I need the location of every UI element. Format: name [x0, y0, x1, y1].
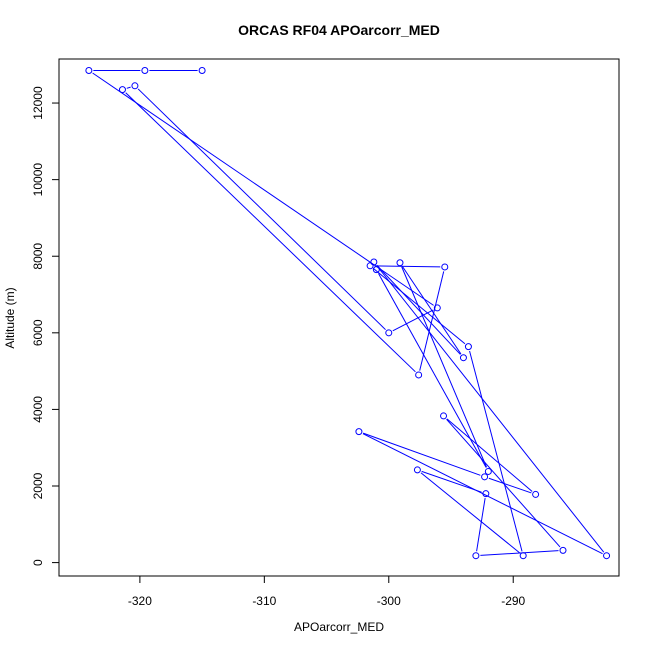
y-tick-label: 8000 — [31, 243, 45, 270]
x-axis: -320 -310 -300 -290 — [128, 575, 526, 608]
x-tick-label: -290 — [501, 594, 525, 608]
data-point — [131, 82, 139, 90]
x-tick-label: -320 — [128, 594, 152, 608]
data-point — [415, 371, 423, 379]
series-segment — [401, 266, 488, 468]
data-point — [441, 263, 449, 271]
series-group — [85, 66, 611, 560]
data-point — [464, 343, 472, 351]
data-point — [532, 490, 540, 498]
x-axis-label: APOarcorr_MED — [294, 620, 384, 634]
data-point — [118, 86, 126, 94]
data-point — [433, 304, 441, 312]
data-point — [484, 467, 492, 475]
y-tick-label: 0 — [31, 559, 45, 566]
data-point — [481, 473, 489, 481]
y-tick-label: 4000 — [31, 396, 45, 423]
x-tick-label: -310 — [252, 594, 276, 608]
data-point — [559, 546, 567, 554]
y-tick-label: 6000 — [31, 319, 45, 346]
series-segment — [373, 268, 466, 345]
chart-title: ORCAS RF04 APOarcorr_MED — [238, 22, 440, 38]
series-segment — [402, 266, 462, 355]
series-segment — [392, 309, 434, 332]
series-segment — [125, 92, 416, 373]
y-tick-label: 2000 — [31, 472, 45, 499]
data-point — [366, 262, 374, 270]
series-segment — [376, 265, 605, 553]
series-segment — [376, 264, 461, 355]
data-point — [413, 466, 421, 474]
y-tick-label: 10000 — [31, 163, 45, 197]
data-point — [85, 66, 93, 74]
series-segment — [469, 350, 523, 552]
data-point — [482, 490, 490, 498]
y-axis: 0 2000 4000 6000 8000 10000 12000 — [31, 86, 60, 566]
data-point — [355, 428, 363, 436]
data-point — [370, 258, 378, 266]
data-point — [472, 552, 480, 560]
y-tick-label: 12000 — [31, 86, 45, 120]
series-segment — [421, 470, 482, 493]
series-segment — [378, 273, 487, 468]
series-segment — [488, 477, 532, 494]
y-axis-label: Altitude (m) — [3, 287, 17, 348]
series-segment — [362, 432, 481, 476]
plot-frame — [58, 58, 620, 577]
series-segment — [420, 472, 520, 554]
data-point — [141, 66, 149, 74]
data-point — [385, 329, 393, 337]
series-segment — [480, 550, 559, 556]
series-segment — [137, 88, 386, 331]
series-segment — [446, 418, 533, 492]
data-point — [372, 266, 380, 274]
data-point — [396, 259, 404, 267]
data-point — [440, 412, 448, 420]
data-point — [519, 552, 527, 560]
series-segment — [419, 271, 445, 371]
series-segment — [476, 498, 486, 552]
data-point — [603, 552, 611, 560]
data-point — [459, 354, 467, 362]
series-segment — [126, 86, 131, 89]
x-tick-label: -300 — [377, 594, 401, 608]
series-segment — [374, 265, 441, 268]
data-point — [198, 66, 206, 74]
